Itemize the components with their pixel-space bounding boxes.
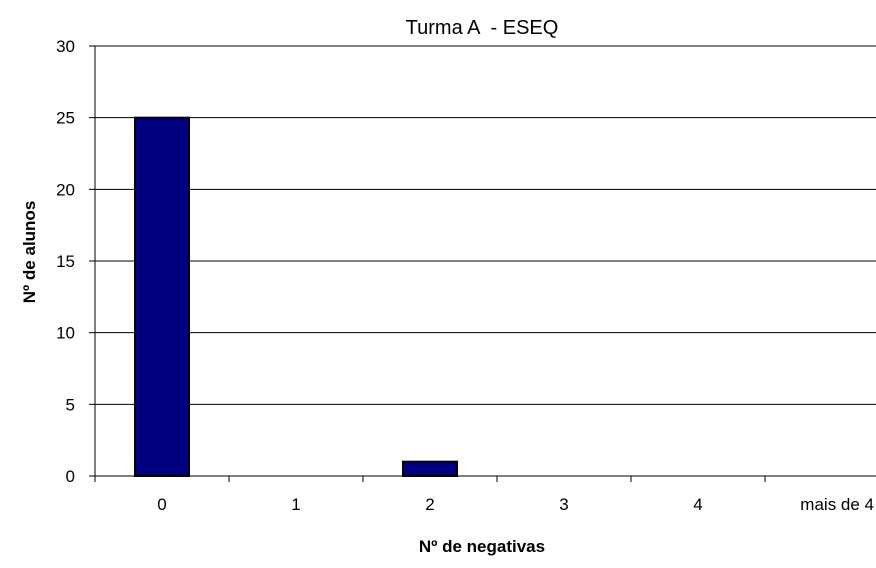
y-tick-labels: 0 5 10 15 20 25 30 bbox=[56, 37, 75, 486]
x-tick-label: 0 bbox=[157, 495, 166, 514]
y-tick-label: 10 bbox=[56, 324, 75, 343]
x-tick-label: 2 bbox=[425, 495, 434, 514]
y-tick-label: 20 bbox=[56, 180, 75, 199]
chart-title: Turma A - ESEQ bbox=[406, 17, 559, 39]
bar bbox=[402, 460, 458, 477]
x-tick-label: 3 bbox=[559, 495, 568, 514]
x-axis-title: Nº de negativas bbox=[419, 537, 545, 556]
y-tick-label: 30 bbox=[56, 37, 75, 56]
y-axis-title: Nº de alunos bbox=[20, 201, 39, 304]
x-tick-label: mais de 4 bbox=[800, 495, 874, 514]
x-tick-label: 1 bbox=[291, 495, 300, 514]
gridlines bbox=[95, 45, 876, 405]
bar bbox=[134, 116, 190, 478]
y-tick-label: 15 bbox=[56, 252, 75, 271]
axes bbox=[89, 45, 876, 482]
x-tick-label: 4 bbox=[693, 495, 702, 514]
y-tick-label: 5 bbox=[66, 395, 75, 414]
y-tick-label: 25 bbox=[56, 109, 75, 128]
y-tick-label: 0 bbox=[66, 467, 75, 486]
x-tick-labels: 0 1 2 3 4 mais de 4 bbox=[157, 495, 874, 514]
